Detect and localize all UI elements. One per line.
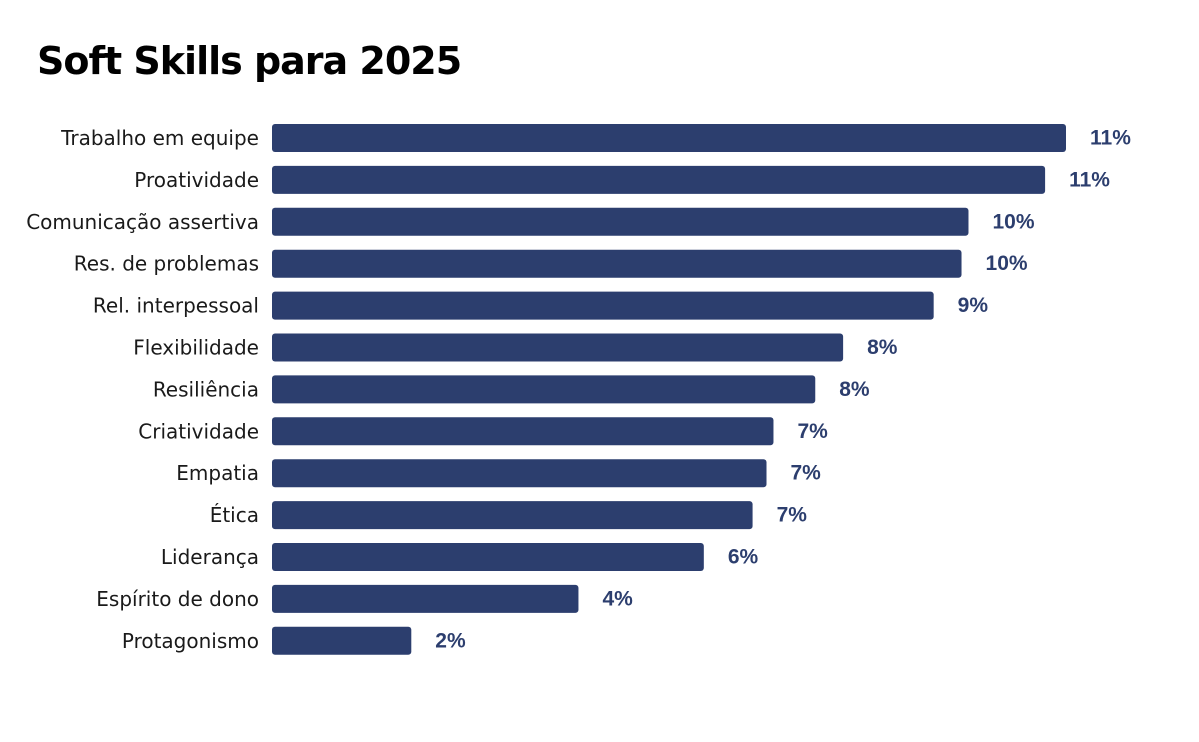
value-label: 7% (777, 504, 808, 527)
category-label: Liderança (161, 545, 259, 569)
bar (272, 543, 704, 571)
value-label: 4% (602, 587, 633, 610)
value-label: 11% (1069, 168, 1110, 191)
category-label: Comunicação assertiva (26, 210, 259, 234)
bar (272, 124, 1066, 152)
category-label: Empatia (176, 461, 259, 485)
value-label: 8% (867, 336, 898, 359)
category-label: Trabalho em equipe (60, 126, 259, 150)
category-label: Resiliência (153, 377, 259, 401)
category-label: Espírito de dono (96, 587, 259, 611)
bar (272, 291, 934, 320)
value-label: 6% (728, 546, 759, 569)
bar (272, 249, 962, 278)
bar (272, 333, 844, 362)
value-label: 7% (797, 420, 828, 443)
bar (272, 501, 753, 530)
value-label: 7% (791, 462, 822, 485)
category-label: Rel. interpessoal (93, 294, 259, 318)
bar (272, 626, 412, 655)
category-label: Protagonismo (122, 629, 259, 653)
bar (272, 375, 816, 404)
bar (272, 207, 969, 236)
category-label: Criatividade (138, 419, 259, 443)
value-label: 8% (839, 378, 870, 401)
bar (272, 459, 767, 488)
value-label: 2% (435, 629, 466, 652)
value-label: 10% (986, 252, 1028, 275)
value-label: 11% (1090, 127, 1131, 150)
value-label: 10% (992, 210, 1034, 233)
chart-title: Soft Skills para 2025 (37, 39, 462, 83)
category-label: Flexibilidade (133, 336, 259, 360)
category-label: Ética (210, 503, 259, 527)
bar (272, 165, 1046, 194)
bar (272, 417, 774, 446)
value-label: 9% (958, 294, 989, 317)
category-label: Res. de problemas (74, 252, 259, 276)
category-label: Proatividade (134, 168, 259, 192)
bar (272, 584, 579, 613)
